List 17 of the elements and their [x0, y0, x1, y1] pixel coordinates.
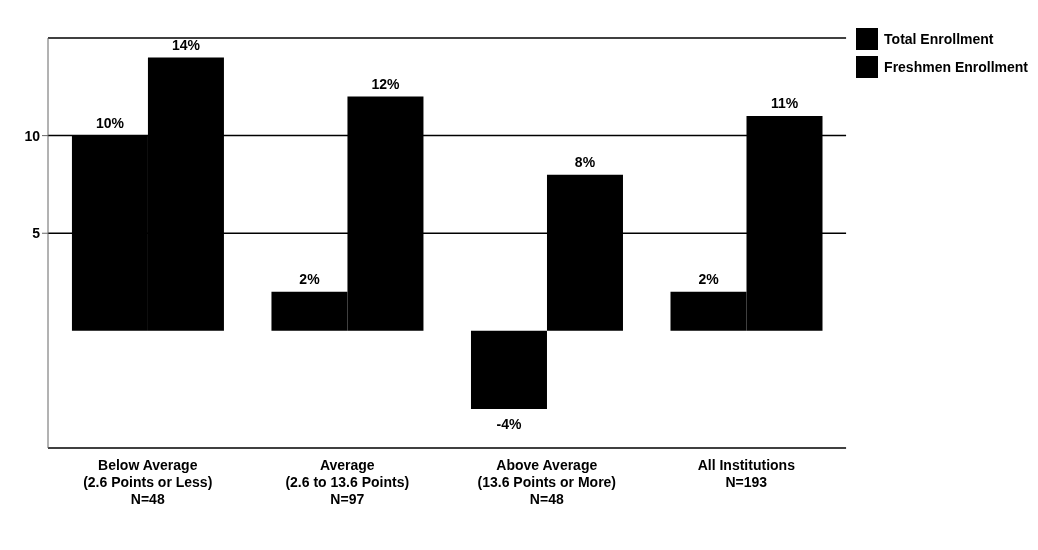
data-label: 14% [171, 36, 201, 53]
y-tick-label: 5 [32, 225, 41, 242]
data-label: 12% [371, 75, 401, 92]
x-tick-label: Average (2.6 to 13.6 Points) N=97 [285, 457, 410, 507]
x-tick-label: Above Average (13.6 Points or More) N=48 [477, 457, 617, 507]
legend-label: Total Enrollment [884, 31, 994, 47]
data-label: 2% [299, 270, 321, 287]
x-tick-label: All Institutions N=193 [697, 457, 796, 490]
bar [470, 330, 547, 409]
data-label: 8% [574, 153, 596, 170]
y-tick-label: 10 [24, 127, 41, 144]
data-label: 10% [95, 114, 125, 131]
data-label: 2% [698, 270, 720, 287]
data-label: 11% [770, 95, 799, 112]
legend-label: Freshmen Enrollment [884, 59, 1028, 75]
x-tick-label: Below Average (2.6 Points or Less) N=48 [83, 457, 213, 507]
data-label: -4% [496, 415, 522, 432]
